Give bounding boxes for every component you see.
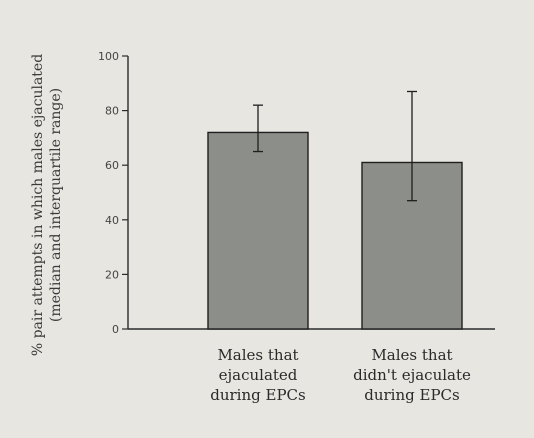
x-category-label-line: Males that: [371, 346, 452, 364]
y-tick-label: 100: [98, 50, 119, 63]
y-tick-label: 80: [105, 105, 119, 118]
plot-area: 0 20 40 60 80 100 Males that ejaculated during E…: [98, 50, 495, 404]
x-category-label-line: during EPCs: [364, 386, 459, 404]
x-category-label-line: Males that: [217, 346, 298, 364]
y-axis-title: % pair attempts in which males ejaculate…: [30, 54, 64, 356]
x-category-label: Males that didn't ejaculate during EPCs: [353, 346, 471, 404]
y-tick-label: 20: [105, 268, 119, 281]
y-tick-label: 40: [105, 214, 119, 227]
y-tick-label: 60: [105, 159, 119, 172]
y-tick-label: 0: [112, 323, 119, 336]
x-category-label-line: ejaculated: [219, 366, 298, 384]
y-axis-sublabel: (median and interquartile range): [48, 88, 64, 322]
x-category-label-line: didn't ejaculate: [353, 366, 471, 384]
x-category-label: Males that ejaculated during EPCs: [210, 346, 305, 404]
bar: [207, 131, 309, 330]
x-category-label-line: during EPCs: [210, 386, 305, 404]
y-axis-label: % pair attempts in which males ejaculate…: [30, 54, 46, 356]
